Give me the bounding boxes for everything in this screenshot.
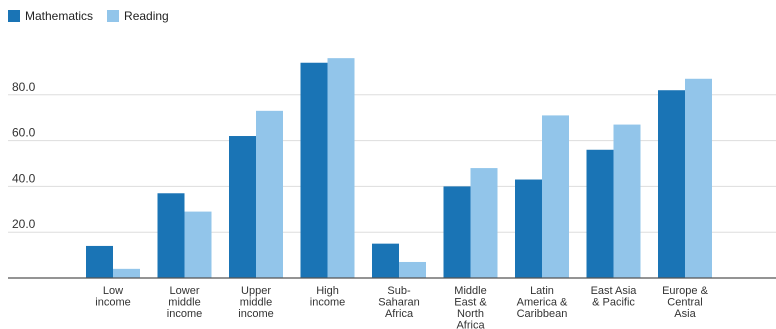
x-tick-label: Latin	[530, 285, 554, 297]
x-tick-label: Caribbean	[517, 308, 568, 320]
bar-reading-4	[399, 261, 426, 278]
bar-reading-0	[113, 268, 140, 278]
x-tick-label: East &	[454, 297, 487, 309]
bar-reading-7	[613, 124, 641, 278]
legend-item-mathematics: Mathematics	[8, 9, 93, 23]
x-tick-label: middle	[240, 297, 272, 309]
bar-reading-2	[256, 110, 283, 278]
x-tick-label: Lower	[170, 285, 200, 297]
x-tick-label: Africa	[456, 320, 485, 329]
bar-reading-8	[685, 78, 712, 279]
bar-mathematics-2	[229, 136, 256, 278]
bar-mathematics-0	[86, 245, 113, 278]
bar-reading-3	[327, 58, 355, 278]
y-tick-label: 80.0	[12, 80, 36, 94]
legend-item-reading: Reading	[107, 9, 169, 23]
bar-reading-5	[470, 168, 498, 278]
legend-label-mathematics: Mathematics	[25, 9, 94, 23]
chart-legend: Mathematics Reading	[8, 9, 183, 23]
y-tick-label: 60.0	[12, 126, 36, 140]
legend-swatch-mathematics	[8, 10, 20, 22]
legend-label-reading: Reading	[124, 9, 169, 23]
x-tick-label: Europe &	[662, 285, 709, 297]
y-tick-label: 40.0	[12, 171, 36, 185]
bar-mathematics-7	[586, 149, 614, 278]
y-tick-label: 20.0	[12, 217, 36, 231]
bar-mathematics-5	[443, 186, 471, 278]
x-tick-label: Central	[667, 297, 702, 309]
x-tick-label: High	[316, 285, 339, 297]
bar-reading-1	[184, 211, 212, 278]
x-tick-label: East Asia	[591, 285, 638, 297]
x-tick-label: America &	[517, 297, 568, 309]
bar-mathematics-6	[515, 179, 542, 278]
x-tick-label: Africa	[385, 308, 414, 320]
x-tick-label: income	[238, 308, 273, 320]
x-tick-label: Sub-	[387, 285, 411, 297]
x-tick-label: income	[95, 297, 130, 309]
legend-swatch-reading	[107, 10, 120, 22]
bar-mathematics-8	[658, 90, 685, 278]
x-tick-label: income	[310, 297, 345, 309]
x-tick-label: Saharan	[378, 297, 420, 309]
bar-reading-6	[542, 115, 569, 278]
x-tick-label: middle	[168, 297, 200, 309]
x-tick-label: Upper	[241, 285, 271, 297]
x-tick-label: Low	[103, 285, 123, 297]
bar-mathematics-3	[300, 62, 328, 278]
x-tick-label: & Pacific	[592, 297, 635, 309]
bar-mathematics-1	[157, 193, 185, 278]
x-tick-label: North	[457, 308, 484, 320]
x-tick-label: income	[167, 308, 202, 320]
x-tick-label: Asia	[674, 308, 696, 320]
x-tick-label: Middle	[454, 285, 486, 297]
bar-mathematics-4	[372, 243, 399, 278]
